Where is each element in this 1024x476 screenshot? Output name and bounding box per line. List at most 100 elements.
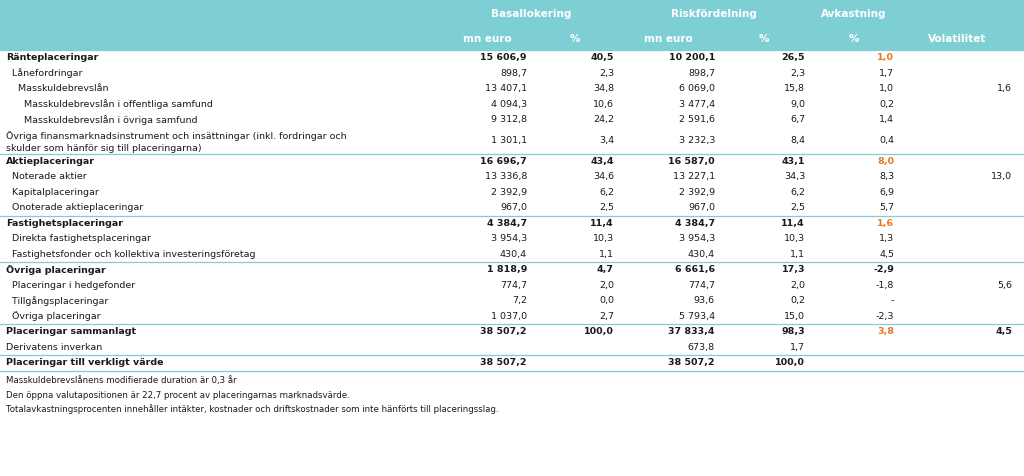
Text: 15,0: 15,0 (784, 312, 805, 321)
Text: 1,3: 1,3 (879, 234, 894, 243)
Text: 13 227,1: 13 227,1 (673, 172, 715, 181)
Text: Kapitalplaceringar: Kapitalplaceringar (6, 188, 99, 197)
Text: 3 954,3: 3 954,3 (490, 234, 527, 243)
Text: 8,3: 8,3 (879, 172, 894, 181)
Text: 26,5: 26,5 (781, 53, 805, 62)
Text: 898,7: 898,7 (688, 69, 715, 78)
Text: 2,3: 2,3 (790, 69, 805, 78)
Text: Övriga placeringar: Övriga placeringar (6, 311, 100, 321)
Text: Volatilitet: Volatilitet (928, 34, 986, 44)
Text: mn euro: mn euro (644, 34, 693, 44)
Text: 2 392,9: 2 392,9 (679, 188, 715, 197)
Text: Masskuldebrevslånens modifierade duration är 0,3 år: Masskuldebrevslånens modifierade duratio… (6, 377, 237, 386)
Text: 0,2: 0,2 (790, 296, 805, 305)
Text: 967,0: 967,0 (500, 203, 527, 212)
Text: 98,3: 98,3 (781, 327, 805, 336)
Text: 38 507,2: 38 507,2 (669, 358, 715, 367)
Text: 7,2: 7,2 (512, 296, 527, 305)
Text: 0,4: 0,4 (879, 136, 894, 145)
Text: 6,7: 6,7 (790, 115, 805, 124)
Text: 5,6: 5,6 (997, 281, 1012, 290)
Text: Totalavkastningsprocenten innehåller intäkter, kostnader och driftskostnader som: Totalavkastningsprocenten innehåller int… (6, 405, 499, 415)
Text: 9,0: 9,0 (790, 100, 805, 109)
Text: 2 392,9: 2 392,9 (490, 188, 527, 197)
Text: 4,7: 4,7 (597, 265, 614, 274)
Text: 3 477,4: 3 477,4 (679, 100, 715, 109)
Text: 43,1: 43,1 (781, 157, 805, 166)
Text: 2,3: 2,3 (599, 69, 614, 78)
Text: 15 606,9: 15 606,9 (480, 53, 527, 62)
Text: 1 301,1: 1 301,1 (490, 136, 527, 145)
Text: 4 094,3: 4 094,3 (490, 100, 527, 109)
Text: 37 833,4: 37 833,4 (669, 327, 715, 336)
Text: %: % (848, 34, 859, 44)
Text: 16 696,7: 16 696,7 (480, 157, 527, 166)
Text: 774,7: 774,7 (688, 281, 715, 290)
Text: 6,2: 6,2 (790, 188, 805, 197)
Text: Masskuldebrevslån i offentliga samfund: Masskuldebrevslån i offentliga samfund (6, 99, 213, 109)
Text: 17,3: 17,3 (781, 265, 805, 274)
Text: Riskfördelning: Riskfördelning (671, 9, 757, 19)
Text: 11,4: 11,4 (591, 219, 614, 228)
Text: 9 312,8: 9 312,8 (490, 115, 527, 124)
Text: 3,8: 3,8 (877, 327, 894, 336)
Text: 8,0: 8,0 (877, 157, 894, 166)
Text: 1,4: 1,4 (879, 115, 894, 124)
Text: Direkta fastighetsplaceringar: Direkta fastighetsplaceringar (6, 234, 151, 243)
Text: Övriga placeringar: Övriga placeringar (6, 265, 105, 275)
Text: 2 591,6: 2 591,6 (679, 115, 715, 124)
Text: Noterade aktier: Noterade aktier (6, 172, 87, 181)
Text: 11,4: 11,4 (781, 219, 805, 228)
Text: Masskuldebrevslån i övriga samfund: Masskuldebrevslån i övriga samfund (6, 115, 198, 125)
Text: 6 069,0: 6 069,0 (679, 84, 715, 93)
Text: 4,5: 4,5 (995, 327, 1012, 336)
Text: Placeringar i hedgefonder: Placeringar i hedgefonder (6, 281, 135, 290)
Text: 774,7: 774,7 (500, 281, 527, 290)
Text: 5,7: 5,7 (879, 203, 894, 212)
Text: 5 793,4: 5 793,4 (679, 312, 715, 321)
Text: 4 384,7: 4 384,7 (675, 219, 715, 228)
Text: 673,8: 673,8 (688, 343, 715, 352)
Text: 2,7: 2,7 (599, 312, 614, 321)
Bar (0, 0, 1024, 50)
Text: 1 037,0: 1 037,0 (490, 312, 527, 321)
Text: 10,3: 10,3 (784, 234, 805, 243)
Text: Fastighetsfonder och kollektiva investeringsföretag: Fastighetsfonder och kollektiva invester… (6, 250, 256, 259)
Text: mn euro: mn euro (463, 34, 512, 44)
Text: Övriga finansmarknadsinstrument och insättningar (inkl. fordringar och
skulder s: Övriga finansmarknadsinstrument och insä… (6, 131, 347, 153)
Text: 3,4: 3,4 (599, 136, 614, 145)
Text: 10 200,1: 10 200,1 (669, 53, 715, 62)
Text: 15,8: 15,8 (784, 84, 805, 93)
Text: 13 336,8: 13 336,8 (484, 172, 527, 181)
Text: 1 818,9: 1 818,9 (486, 265, 527, 274)
Text: Placeringar sammanlagt: Placeringar sammanlagt (6, 327, 136, 336)
Text: 4 384,7: 4 384,7 (486, 219, 527, 228)
Text: Fastighetsplaceringar: Fastighetsplaceringar (6, 219, 123, 228)
Text: 10,3: 10,3 (593, 234, 614, 243)
Text: 6,9: 6,9 (879, 188, 894, 197)
Text: -: - (891, 296, 894, 305)
Text: 16 587,0: 16 587,0 (669, 157, 715, 166)
Text: 2,0: 2,0 (790, 281, 805, 290)
Text: 8,4: 8,4 (790, 136, 805, 145)
Text: Aktieplaceringar: Aktieplaceringar (6, 157, 95, 166)
Text: -1,8: -1,8 (876, 281, 894, 290)
Text: Tillgångsplaceringar: Tillgångsplaceringar (6, 296, 109, 306)
Text: 4,5: 4,5 (879, 250, 894, 259)
Text: 1,0: 1,0 (879, 84, 894, 93)
Text: 40,5: 40,5 (591, 53, 614, 62)
Text: 2,5: 2,5 (790, 203, 805, 212)
Text: 13 407,1: 13 407,1 (485, 84, 527, 93)
Text: 1,1: 1,1 (599, 250, 614, 259)
Text: %: % (759, 34, 769, 44)
Text: Masskuldebrevslån: Masskuldebrevslån (6, 84, 109, 93)
Text: 38 507,2: 38 507,2 (480, 358, 527, 367)
Text: 1,6: 1,6 (997, 84, 1012, 93)
Text: 430,4: 430,4 (500, 250, 527, 259)
Text: 1,7: 1,7 (879, 69, 894, 78)
Text: 430,4: 430,4 (688, 250, 715, 259)
Text: 34,6: 34,6 (593, 172, 614, 181)
Text: 43,4: 43,4 (591, 157, 614, 166)
Text: 10,6: 10,6 (593, 100, 614, 109)
Text: 898,7: 898,7 (500, 69, 527, 78)
